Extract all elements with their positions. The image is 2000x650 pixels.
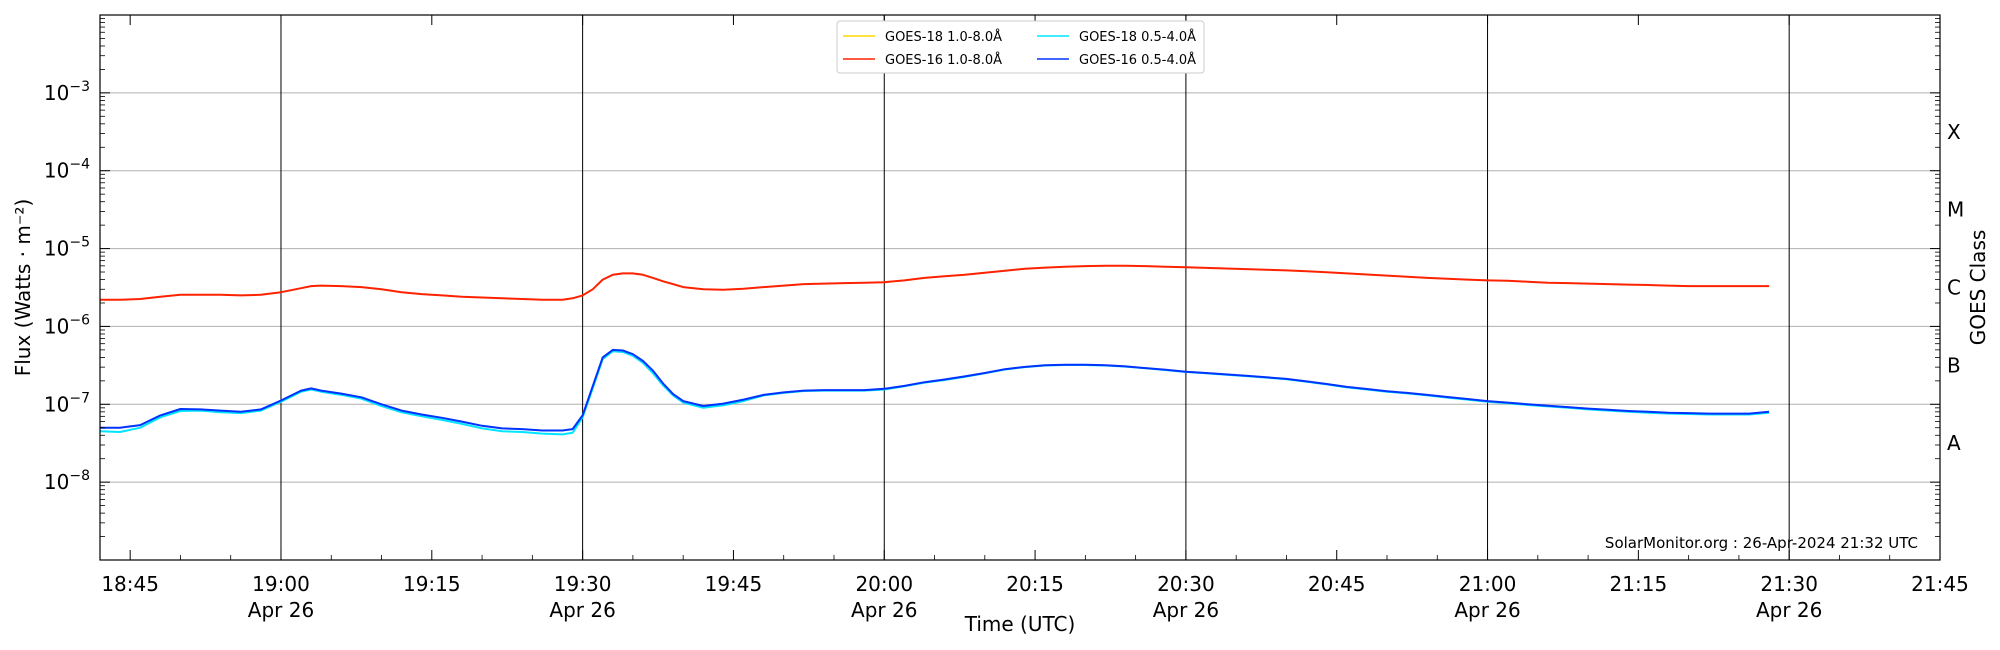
legend-label-2: GOES-18 0.5-4.0Å bbox=[1079, 29, 1196, 45]
y-tick-label: 10−7 bbox=[44, 390, 90, 416]
series-line-3 bbox=[100, 348, 1770, 432]
y-tick-label: 10−6 bbox=[44, 312, 90, 338]
goes-class-label-a: A bbox=[1947, 431, 1961, 455]
x-tick-label: 19:30 bbox=[554, 572, 612, 596]
x-tick-label: 20:00 bbox=[855, 572, 913, 596]
x-tick-date-label: Apr 26 bbox=[1756, 598, 1822, 622]
legend-label-1: GOES-16 1.0-8.0Å bbox=[885, 52, 1002, 68]
x-tick-label: 19:15 bbox=[403, 572, 461, 596]
y-tick-label: 10−5 bbox=[44, 235, 90, 261]
y-tick-label: 10−4 bbox=[44, 157, 90, 183]
goes-class-label-x: X bbox=[1947, 120, 1961, 144]
legend-label-0: GOES-18 1.0-8.0Å bbox=[885, 29, 1002, 45]
x-tick-date-label: Apr 26 bbox=[248, 598, 314, 622]
x-tick-label: 20:45 bbox=[1308, 572, 1366, 596]
goes-class-label-b: B bbox=[1947, 353, 1961, 377]
y-tick-label: 10−3 bbox=[44, 79, 90, 105]
goes-class-label-m: M bbox=[1947, 198, 1964, 222]
x-tick-label: 21:00 bbox=[1459, 572, 1517, 596]
x-tick-label: 20:30 bbox=[1157, 572, 1215, 596]
x-tick-label: 19:00 bbox=[252, 572, 310, 596]
axis-ticks bbox=[100, 15, 1941, 560]
x-tick-date-label: Apr 26 bbox=[851, 598, 917, 622]
x-tick-label: 21:15 bbox=[1610, 572, 1668, 596]
x-tick-date-label: Apr 26 bbox=[1153, 598, 1219, 622]
x-tick-label: 19:45 bbox=[705, 572, 763, 596]
x-axis-title: Time (UTC) bbox=[964, 612, 1076, 636]
plot-frame bbox=[99, 14, 1941, 561]
credit-text: SolarMonitor.org : 26-Apr-2024 21:32 UTC bbox=[1605, 534, 1918, 552]
x-tick-label: 18:45 bbox=[101, 572, 159, 596]
x-tick-date-label: Apr 26 bbox=[1454, 598, 1520, 622]
x-tick-label: 20:15 bbox=[1006, 572, 1064, 596]
y-axis-title: Flux (Watts · m⁻²) bbox=[11, 199, 35, 377]
x-tick-date-label: Apr 26 bbox=[549, 598, 615, 622]
series-line-1 bbox=[100, 264, 1770, 301]
y-tick-label: 10−8 bbox=[44, 468, 90, 494]
goes-class-label-c: C bbox=[1947, 276, 1961, 300]
x-tick-label: 21:30 bbox=[1760, 572, 1818, 596]
legend: GOES-18 1.0-8.0Å GOES-16 1.0-8.0Å GOES-18 … bbox=[836, 20, 1205, 74]
series-lines bbox=[99, 264, 1770, 436]
legend-label-3: GOES-16 0.5-4.0Å bbox=[1079, 52, 1196, 68]
x-tick-label: 21:45 bbox=[1911, 572, 1969, 596]
grid-lines bbox=[100, 15, 1940, 560]
goes-class-axis-title: GOES Class bbox=[1966, 230, 1990, 346]
legend-box bbox=[836, 20, 1205, 74]
